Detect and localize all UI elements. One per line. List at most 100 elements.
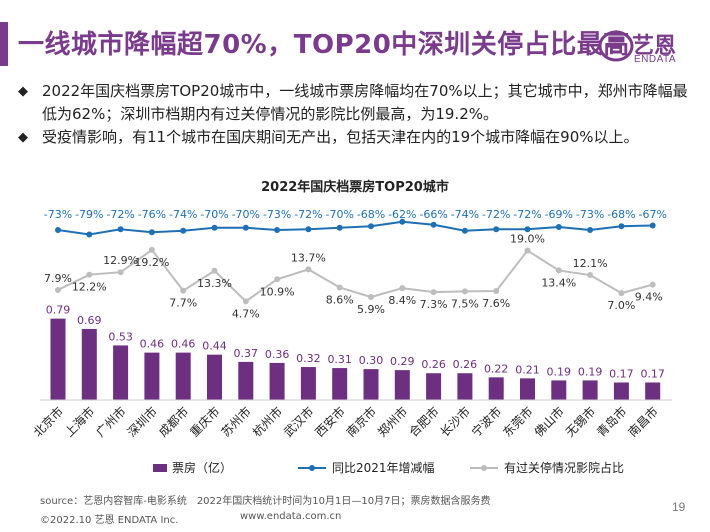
legend-swatch-bar xyxy=(153,464,167,472)
closure-point xyxy=(336,284,343,291)
bar xyxy=(551,380,567,400)
yoy-data-label: -67% xyxy=(638,208,666,221)
bar xyxy=(363,369,379,400)
closure-point xyxy=(86,271,93,278)
closure-series-line xyxy=(57,248,653,303)
yoy-point xyxy=(305,226,312,233)
yoy-data-label: -72% xyxy=(294,208,322,221)
diamond-bullet-icon: ◆ xyxy=(18,84,28,99)
bar xyxy=(113,345,129,400)
closure-point xyxy=(305,266,312,273)
yoy-point xyxy=(242,224,249,231)
legend-marker-closure xyxy=(481,465,487,471)
closure-data-label: 4.7% xyxy=(232,307,260,320)
x-tick-label: 成都市 xyxy=(155,404,191,440)
x-tick-label: 武汉市 xyxy=(280,404,316,440)
bullet-text: 2022年国庆档票房TOP20城市中，一线城市票房降幅均在70%以上；其它城市中… xyxy=(42,82,688,123)
closure-data-label: 10.9% xyxy=(260,285,295,298)
x-tick-label: 合肥市 xyxy=(406,404,442,440)
bar xyxy=(269,362,285,400)
yoy-data-label: -70% xyxy=(232,208,260,221)
bar-value-label: 0.46 xyxy=(171,338,196,351)
bar-value-label: 0.30 xyxy=(359,354,384,367)
bar-value-label: 0.69 xyxy=(77,314,102,327)
closure-data-label: 13.7% xyxy=(291,251,326,264)
bar-value-label: 0.32 xyxy=(296,352,321,365)
yoy-point xyxy=(368,223,374,230)
x-tick-label: 郑州市 xyxy=(374,404,410,440)
yoy-point xyxy=(274,227,281,233)
bar-value-label: 0.31 xyxy=(327,353,352,366)
closure-point xyxy=(430,289,437,296)
yoy-point xyxy=(493,226,500,233)
closure-data-label: 12.2% xyxy=(72,281,107,294)
yoy-data-label: -70% xyxy=(325,208,353,221)
yoy-data-label: -69% xyxy=(545,208,573,221)
bar xyxy=(520,378,535,400)
bar xyxy=(426,373,442,400)
x-tick-label: 苏州市 xyxy=(218,404,254,440)
bar-value-label: 0.17 xyxy=(609,367,634,380)
page-title: 一线城市降幅超70%，TOP20中深圳关停占比最高 xyxy=(18,30,630,60)
closure-point xyxy=(618,290,625,297)
yoy-data-label: -72% xyxy=(106,208,134,221)
x-tick-label: 佛山市 xyxy=(531,404,567,440)
closure-point xyxy=(524,247,531,254)
x-tick-label: 深圳市 xyxy=(124,404,160,440)
bar xyxy=(457,373,473,400)
footer-source: source：艺恩内容智库-电影系统 2022年国庆档统计时间为10月1日—10… xyxy=(40,496,491,507)
yoy-data-label: -66% xyxy=(419,208,447,221)
bar-value-label: 0.79 xyxy=(46,304,71,317)
bar xyxy=(394,370,410,400)
x-tick-label: 南京市 xyxy=(343,404,379,440)
legend-marker-yoy xyxy=(309,465,315,471)
yoy-point xyxy=(430,221,437,228)
closure-data-label: 13.3% xyxy=(197,277,232,290)
closure-data-label: 12.9% xyxy=(103,254,138,267)
bar xyxy=(81,328,97,400)
x-tick-label: 青岛市 xyxy=(593,404,629,440)
bar-value-label: 0.29 xyxy=(390,355,415,368)
bar xyxy=(50,318,66,400)
footer-website: www.endata.com.cn xyxy=(240,511,342,522)
yoy-point xyxy=(55,227,61,233)
yoy-data-label: -70% xyxy=(200,208,228,221)
bar-value-label: 0.21 xyxy=(515,363,540,376)
endata-logo: 艺恩 ENDATA xyxy=(598,26,694,66)
yoy-data-label: -74% xyxy=(169,208,197,221)
yoy-data-label: -68% xyxy=(607,208,635,221)
bar xyxy=(175,352,191,400)
page-number: 19 xyxy=(672,500,686,514)
yoy-data-label: -72% xyxy=(513,208,541,221)
closure-data-label: 12.1% xyxy=(573,257,608,270)
closure-data-label: 7.7% xyxy=(169,297,197,310)
yoy-point xyxy=(117,226,124,233)
closure-data-label: 5.9% xyxy=(357,303,385,316)
closure-point xyxy=(587,272,594,279)
bar-value-label: 0.36 xyxy=(265,348,290,361)
bar-value-label: 0.19 xyxy=(578,365,603,378)
x-tick-label: 重庆市 xyxy=(187,404,223,440)
bar-value-label: 0.37 xyxy=(234,347,259,360)
bar xyxy=(238,361,254,400)
closure-data-label: 7.5% xyxy=(451,297,479,310)
yoy-point xyxy=(336,224,343,231)
yoy-point xyxy=(587,227,594,233)
yoy-point xyxy=(555,224,562,230)
bullet-item: ◆ 受疫情影响，有11个城市在国庆期间无产出，包括天津在内的19个城市降幅在90… xyxy=(18,126,698,149)
yoy-data-label: -68% xyxy=(357,208,385,221)
closure-point xyxy=(117,269,124,276)
bar xyxy=(488,377,504,400)
yoy-data-label: -73% xyxy=(263,208,291,221)
bar-value-label: 0.26 xyxy=(453,358,478,371)
x-tick-label: 北京市 xyxy=(30,404,66,440)
bar xyxy=(645,382,661,400)
x-tick-label: 长沙市 xyxy=(437,404,473,440)
yoy-point xyxy=(524,226,531,233)
footer-copyright: ©2022.10 艺恩 ENDATA Inc. xyxy=(40,515,179,526)
closure-point xyxy=(242,298,249,305)
bar xyxy=(332,368,348,400)
bullet-text: 受疫情影响，有11个城市在国庆期间无产出，包括天津在内的19个城市降幅在90%以… xyxy=(42,128,639,146)
closure-point xyxy=(399,285,406,292)
